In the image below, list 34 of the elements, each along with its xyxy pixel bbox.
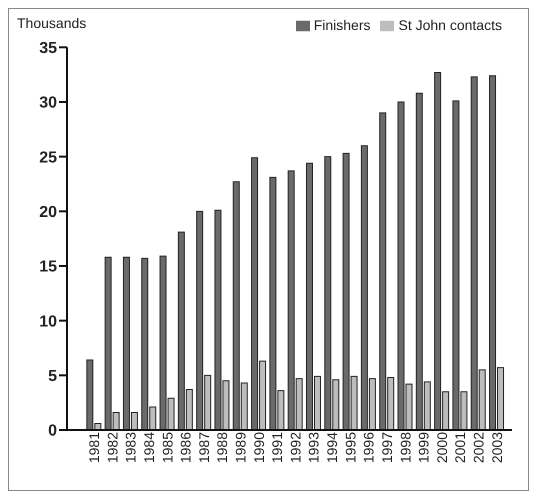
y-tick-label: 15 <box>39 258 58 276</box>
x-tick-label: 1991 <box>269 432 286 464</box>
y-tick-label: 5 <box>48 368 58 386</box>
x-tick-label: 1986 <box>178 432 194 464</box>
x-tick-label: 1992 <box>287 432 304 464</box>
legend-label: Finishers <box>314 17 370 33</box>
y-tick-label: 30 <box>39 94 58 112</box>
x-tick-label: 1990 <box>250 432 267 464</box>
x-tick-label: 1981 <box>86 432 102 464</box>
x-tick-label: 1998 <box>397 432 414 464</box>
x-tick-label: 2000 <box>434 432 450 464</box>
y-axis-title: Thousands <box>17 15 86 31</box>
y-tick-label: 25 <box>39 149 58 166</box>
x-tick-label: 1999 <box>416 432 432 464</box>
y-tick-label: 35 <box>39 40 58 57</box>
y-tick-label: 10 <box>39 313 58 330</box>
x-tick-label: 1989 <box>232 432 249 464</box>
x-tick-label: 1997 <box>378 432 395 464</box>
x-tick-label: 1994 <box>324 432 340 464</box>
x-tick-label: 1985 <box>159 432 176 464</box>
x-tick-label: 2002 <box>470 432 486 464</box>
x-tick-label: 1984 <box>141 432 158 464</box>
x-tick-label: 2001 <box>452 432 468 464</box>
x-tick-label: 2003 <box>488 432 505 464</box>
x-tick-label: 1987 <box>196 432 212 464</box>
x-tick-label: 1983 <box>122 432 139 464</box>
x-tick-label: 1996 <box>360 432 377 464</box>
y-tick-label: 20 <box>39 204 58 221</box>
x-tick-label: 1988 <box>214 432 230 464</box>
x-tick-label: 1995 <box>342 432 358 464</box>
y-tick-label: 0 <box>48 422 58 440</box>
x-tick-label: 1982 <box>104 432 120 464</box>
legend-label: St John contacts <box>398 17 502 33</box>
x-tick-label: 1993 <box>306 432 322 464</box>
